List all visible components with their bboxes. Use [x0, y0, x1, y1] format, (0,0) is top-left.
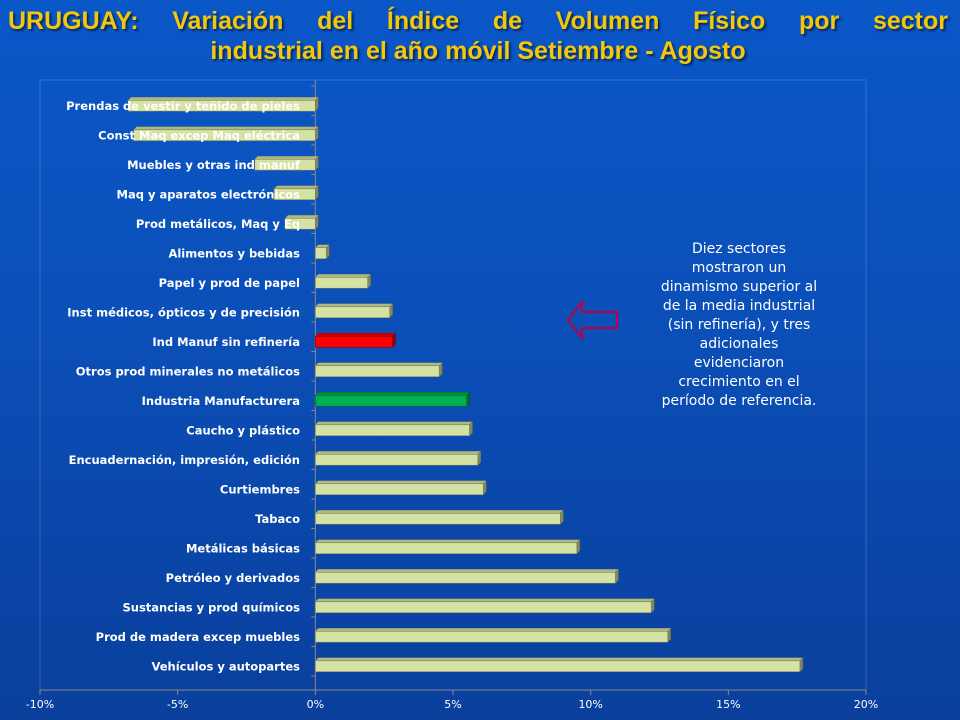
bar	[315, 542, 578, 555]
bar	[315, 365, 440, 378]
category-label: Otros prod minerales no metálicos	[76, 364, 300, 378]
x-tick-label: 15%	[716, 698, 740, 711]
bar	[273, 188, 316, 201]
bar	[315, 512, 561, 525]
category-label: Const Maq excep Maq eléctrica	[98, 128, 300, 142]
bar-top-face	[314, 392, 471, 396]
left-arrow-icon	[566, 299, 618, 341]
bar	[254, 158, 316, 171]
category-label: Petróleo y derivados	[166, 571, 300, 585]
category-label: Prod metálicos, Maq y Eq	[136, 217, 300, 231]
x-tick-label: -5%	[167, 698, 188, 711]
bar-top-face	[314, 657, 804, 661]
bar	[315, 306, 390, 319]
category-label: Encuadernación, impresión, edición	[69, 453, 300, 467]
bar	[315, 276, 368, 289]
bar-top-face	[314, 539, 581, 543]
bar-top-face	[314, 480, 487, 484]
bar	[315, 335, 393, 348]
category-label: Papel y prod de papel	[159, 276, 300, 290]
bar	[133, 129, 316, 142]
bar	[315, 394, 468, 407]
category-label: Industria Manufacturera	[142, 394, 300, 408]
bar-top-face	[314, 362, 443, 366]
bar	[315, 483, 484, 496]
chart-title-line2: industrial en el año móvil Setiembre - A…	[210, 37, 746, 65]
bar-top-face	[314, 598, 655, 602]
x-tick-label: 5%	[444, 698, 461, 711]
bar	[315, 660, 801, 673]
x-tick-label: 20%	[854, 698, 878, 711]
category-label: Metálicas básicas	[186, 541, 300, 555]
bar-top-face	[314, 274, 372, 278]
category-label: Inst médicos, ópticos y de precisión	[67, 305, 300, 319]
bar	[315, 247, 327, 260]
chart-title-line1: URUGUAY: Variación del Índice de Volumen…	[8, 7, 948, 35]
bar-top-face	[314, 510, 564, 514]
bar-top-face	[314, 421, 474, 425]
bar	[127, 99, 316, 112]
x-tick-label: -10%	[26, 698, 54, 711]
category-label: Ind Manuf sin refinería	[152, 335, 300, 349]
category-label: Sustancias y prod químicos	[122, 600, 300, 614]
bar-top-face	[314, 333, 397, 337]
bar	[315, 601, 652, 614]
bar	[284, 217, 316, 230]
category-label: Muebles y otras ind manuf	[127, 158, 301, 172]
category-label: Maq y aparatos electrónicos	[117, 187, 301, 201]
category-label: Vehículos y autopartes	[151, 659, 300, 673]
bar-top-face	[314, 569, 620, 573]
bar	[315, 424, 470, 437]
category-label: Prendas de vestir y teñido de pieles	[66, 99, 300, 113]
bar-top-face	[314, 303, 394, 307]
category-label: Prod de madera excep muebles	[96, 630, 300, 644]
bar	[315, 453, 479, 466]
bar	[315, 630, 669, 643]
bar-top-face	[314, 451, 482, 455]
x-tick-label: 10%	[578, 698, 602, 711]
category-label: Tabaco	[255, 512, 300, 526]
category-label: Caucho y plástico	[186, 423, 300, 437]
bar	[315, 571, 616, 584]
annotation-text: Diez sectores mostraron un dinamismo sup…	[660, 241, 818, 409]
x-tick-label: 0%	[307, 698, 324, 711]
chart-title: URUGUAY: Variación del Índice de Volumen…	[8, 6, 948, 66]
category-label: Curtiembres	[220, 482, 300, 496]
category-label: Alimentos y bebidas	[168, 246, 300, 260]
bar-top-face	[314, 628, 672, 632]
